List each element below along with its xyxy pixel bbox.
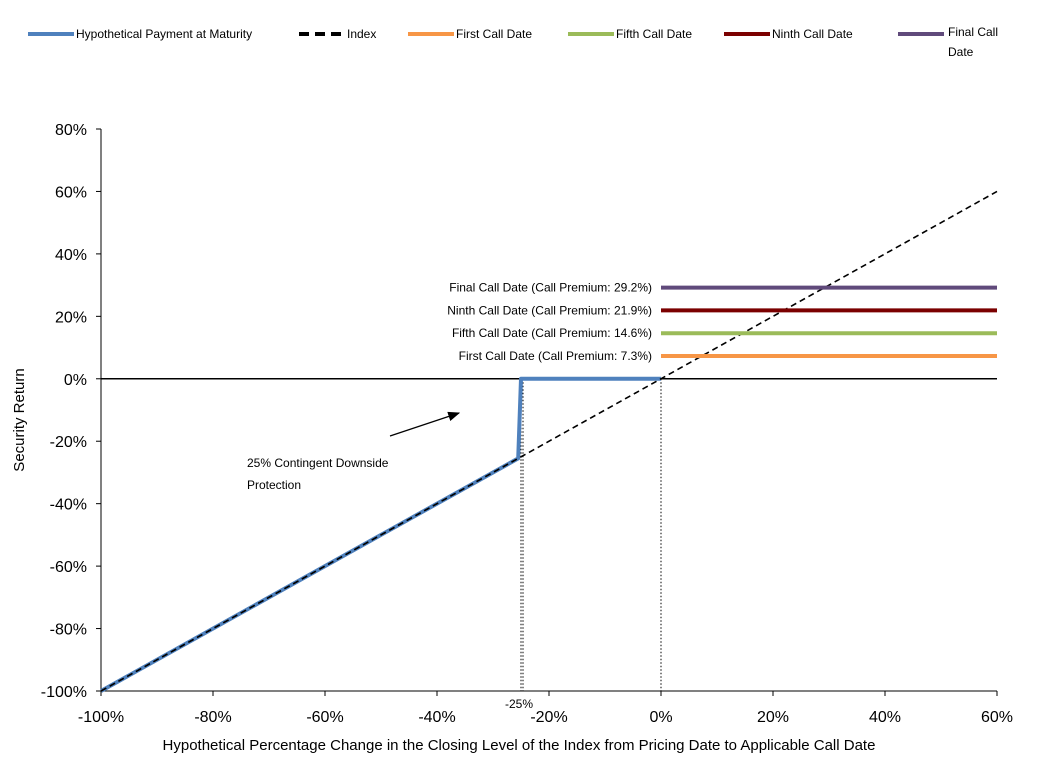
legend-label: First Call Date bbox=[456, 27, 532, 41]
reference-line-label: -25% bbox=[505, 697, 533, 711]
y-tick-label: -60% bbox=[50, 559, 87, 576]
x-tick-label: -20% bbox=[530, 709, 567, 726]
y-tick-label: -40% bbox=[50, 497, 87, 514]
x-axis-title: Hypothetical Percentage Change in the Cl… bbox=[163, 737, 876, 754]
x-tick-label: -80% bbox=[194, 709, 231, 726]
x-tick-label: 20% bbox=[757, 709, 789, 726]
legend-label: Fifth Call Date bbox=[616, 27, 692, 41]
y-tick-label: 20% bbox=[55, 309, 87, 326]
y-tick-label: 60% bbox=[55, 184, 87, 201]
series-line bbox=[100, 376, 661, 693]
plot-area: 80% 60% 40% 20% 0% -20% -40% -60% -80% -100% -100%… bbox=[41, 122, 1013, 726]
x-tick-label: 60% bbox=[981, 709, 1013, 726]
protection-annotation-line: Protection bbox=[247, 478, 301, 492]
legend: Hypothetical Payment at Maturity Index Fir… bbox=[28, 25, 998, 59]
call-premium-label: First Call Date (Call Premium: 7.3%) bbox=[459, 349, 652, 363]
y-tick-label: -100% bbox=[41, 684, 87, 701]
legend-label: Ninth Call Date bbox=[772, 27, 853, 41]
legend-label: Final Call Date bbox=[948, 25, 998, 59]
legend-label: Hypothetical Payment at Maturity bbox=[76, 27, 252, 41]
legend-label-line: Date bbox=[948, 45, 974, 59]
x-tick-label: -100% bbox=[78, 709, 124, 726]
x-tick-label: 40% bbox=[869, 709, 901, 726]
y-tick-label: 80% bbox=[55, 122, 87, 139]
call-premium-label: Fifth Call Date (Call Premium: 14.6%) bbox=[452, 326, 652, 340]
annotation-arrow bbox=[389, 411, 461, 437]
call-premium-label: Ninth Call Date (Call Premium: 21.9%) bbox=[447, 303, 652, 317]
y-tick-label: -20% bbox=[50, 434, 87, 451]
protection-annotation-line: 25% Contingent Downside bbox=[247, 456, 389, 470]
protection-annotation: 25% Contingent Downside Protection bbox=[247, 456, 389, 492]
legend-label: Index bbox=[347, 27, 376, 41]
x-tick-label: -60% bbox=[306, 709, 343, 726]
y-tick-label: -80% bbox=[50, 622, 87, 639]
y-tick-label: 0% bbox=[64, 372, 87, 389]
call-premium-label: Final Call Date (Call Premium: 29.2%) bbox=[449, 281, 652, 295]
y-tick-label: 40% bbox=[55, 247, 87, 264]
x-tick-label: -40% bbox=[418, 709, 455, 726]
x-tick-label: 0% bbox=[649, 709, 672, 726]
y-axis-title: Security Return bbox=[11, 368, 28, 471]
legend-label-line: Final Call bbox=[948, 25, 998, 39]
